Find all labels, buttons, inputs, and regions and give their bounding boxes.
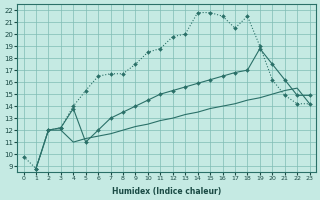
X-axis label: Humidex (Indice chaleur): Humidex (Indice chaleur) <box>112 187 221 196</box>
